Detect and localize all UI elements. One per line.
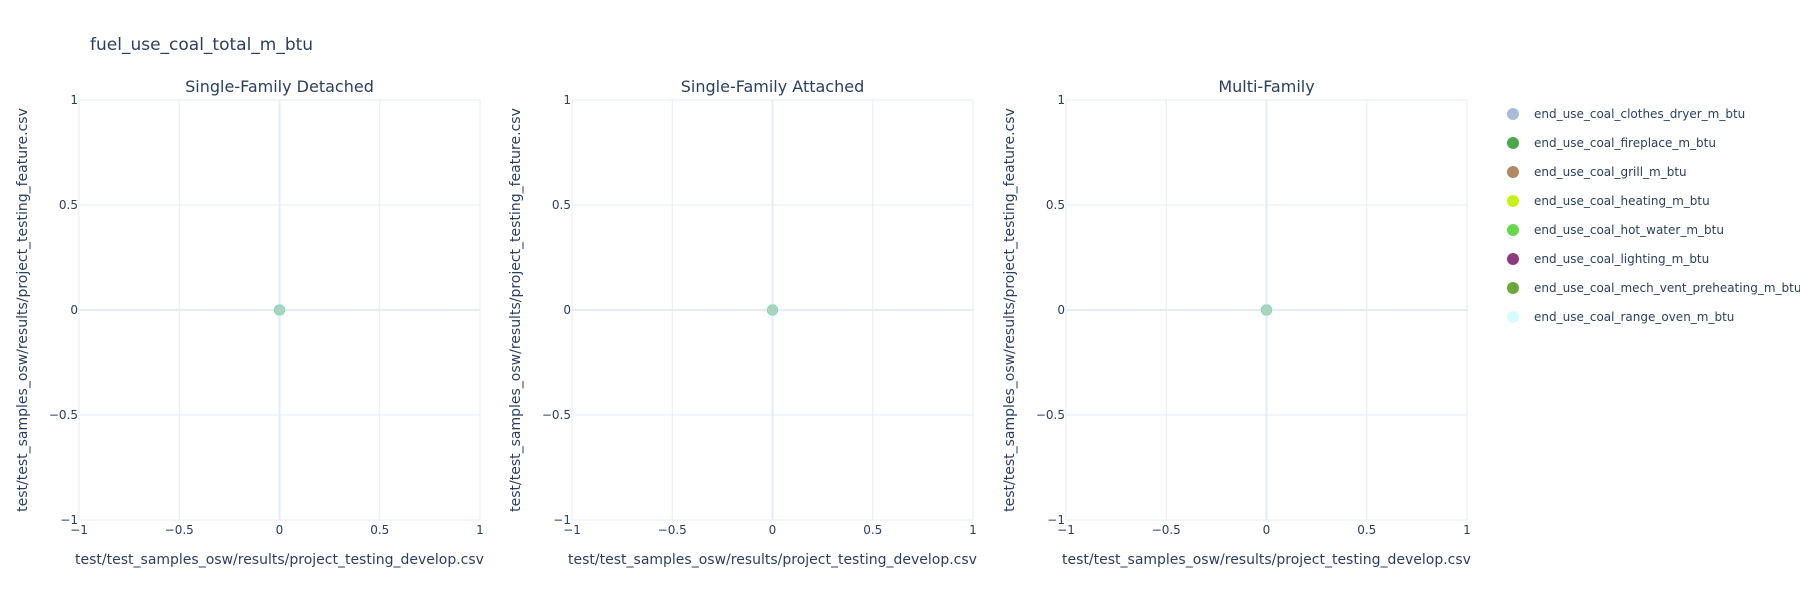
subplot-title: Multi-Family — [1218, 77, 1314, 96]
y-tick-label: −1 — [60, 513, 78, 527]
legend-marker-icon — [1507, 282, 1519, 294]
subplot-2: −1 −0.5 0 0.5 1 −1 −0.5 0 0.5 1 Single-Family Atta… — [508, 77, 977, 568]
x-tick-label: 0 — [1263, 523, 1271, 537]
legend-marker-icon — [1507, 166, 1519, 178]
y-tick-label: −0.5 — [49, 408, 78, 422]
legend-label: end_use_coal_grill_m_btu — [1534, 165, 1687, 179]
x-tick-label: −1 — [563, 523, 581, 537]
data-point[interactable] — [274, 304, 285, 316]
x-tick-label: −0.5 — [1152, 523, 1181, 537]
legend-label: end_use_coal_range_oven_m_btu — [1534, 310, 1734, 324]
y-tick-label: 0 — [70, 303, 78, 317]
x-tick-label: 1 — [969, 523, 977, 537]
x-tick-label: −0.5 — [658, 523, 687, 537]
x-axis-title: test/test_samples_osw/results/project_te… — [568, 552, 977, 568]
legend-item[interactable]: end_use_coal_clothes_dryer_m_btu — [1507, 107, 1745, 121]
y-tick-label: 1 — [1057, 93, 1065, 107]
legend-item[interactable]: end_use_coal_hot_water_m_btu — [1507, 223, 1724, 237]
x-tick-label: −0.5 — [165, 523, 194, 537]
legend-item[interactable]: end_use_coal_fireplace_m_btu — [1507, 136, 1716, 150]
legend-marker-icon — [1507, 108, 1519, 120]
subplot-3: −1 −0.5 0 0.5 1 −1 −0.5 0 0.5 1 Multi-Family test/t… — [1002, 77, 1471, 568]
figure-title: fuel_use_coal_total_m_btu — [90, 35, 313, 55]
legend-item[interactable]: end_use_coal_heating_m_btu — [1507, 194, 1710, 208]
x-tick-label: −1 — [1057, 523, 1075, 537]
legend-marker-icon — [1507, 311, 1519, 323]
legend-item[interactable]: end_use_coal_range_oven_m_btu — [1507, 310, 1734, 324]
legend[interactable]: end_use_coal_clothes_dryer_m_btu end_use_… — [1507, 107, 1800, 324]
y-tick-label: 0 — [563, 303, 571, 317]
legend-marker-icon — [1507, 195, 1519, 207]
subplot-title: Single-Family Attached — [681, 77, 864, 96]
y-tick-label: −0.5 — [542, 408, 571, 422]
x-tick-label: −1 — [70, 523, 88, 537]
x-tick-label: 0 — [769, 523, 777, 537]
subplot-1: −1 −0.5 0 0.5 1 −1 −0.5 0 0.5 1 Single-Family Deta… — [15, 77, 484, 568]
legend-label: end_use_coal_fireplace_m_btu — [1534, 136, 1716, 150]
legend-label: end_use_coal_mech_vent_preheating_m_btu — [1534, 281, 1800, 295]
x-tick-label: 0.5 — [863, 523, 882, 537]
subplots: −1 −0.5 0 0.5 1 −1 −0.5 0 0.5 1 Single-Family Deta… — [15, 77, 1471, 568]
x-tick-label: 1 — [1463, 523, 1471, 537]
legend-item[interactable]: end_use_coal_grill_m_btu — [1507, 165, 1687, 179]
x-tick-label: 0.5 — [1357, 523, 1376, 537]
data-point[interactable] — [767, 304, 778, 316]
x-axis-title: test/test_samples_osw/results/project_te… — [1062, 552, 1471, 568]
y-tick-label: 1 — [563, 93, 571, 107]
legend-label: end_use_coal_clothes_dryer_m_btu — [1534, 107, 1745, 121]
y-axis-title: test/test_samples_osw/results/project_te… — [508, 108, 524, 512]
legend-marker-icon — [1507, 137, 1519, 149]
data-point[interactable] — [1261, 304, 1272, 316]
y-tick-label: −1 — [553, 513, 571, 527]
legend-marker-icon — [1507, 224, 1519, 236]
legend-marker-icon — [1507, 253, 1519, 265]
legend-label: end_use_coal_heating_m_btu — [1534, 194, 1710, 208]
y-tick-label: 0 — [1057, 303, 1065, 317]
y-tick-label: 0.5 — [1046, 198, 1065, 212]
legend-item[interactable]: end_use_coal_mech_vent_preheating_m_btu — [1507, 281, 1800, 295]
legend-label: end_use_coal_hot_water_m_btu — [1534, 223, 1724, 237]
legend-item[interactable]: end_use_coal_lighting_m_btu — [1507, 252, 1709, 266]
x-axis-title: test/test_samples_osw/results/project_te… — [75, 552, 484, 568]
y-tick-label: −0.5 — [1036, 408, 1065, 422]
y-tick-label: 1 — [70, 93, 78, 107]
y-tick-label: −1 — [1047, 513, 1065, 527]
x-tick-label: 0 — [276, 523, 284, 537]
subplot-title: Single-Family Detached — [185, 77, 374, 96]
x-tick-label: 1 — [476, 523, 484, 537]
y-tick-label: 0.5 — [552, 198, 571, 212]
y-tick-label: 0.5 — [59, 198, 78, 212]
y-axis-title: test/test_samples_osw/results/project_te… — [15, 108, 31, 512]
y-axis-title: test/test_samples_osw/results/project_te… — [1002, 108, 1018, 512]
legend-label: end_use_coal_lighting_m_btu — [1534, 252, 1709, 266]
x-tick-label: 0.5 — [370, 523, 389, 537]
